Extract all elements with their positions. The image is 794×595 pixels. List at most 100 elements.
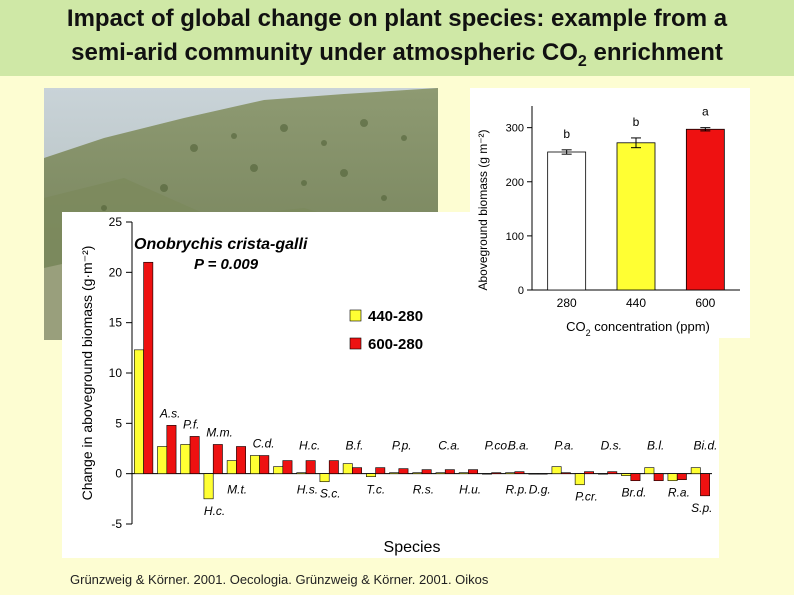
x-tick-label: 280 [557,296,577,310]
title-line-2-text: semi-arid community under atmospheric CO [71,39,578,66]
legend-swatch-600-280 [349,337,362,350]
y-tick-label: 0 [518,285,524,297]
bar-440-280-3 [203,473,214,500]
bar-600-280-0 [143,261,154,474]
bar-440-280-1 [157,446,168,474]
bar-600-280-15 [491,472,502,474]
y-tick-label: -5 [111,517,122,531]
y-tick-label: 25 [109,215,123,229]
bar-600-280-19 [584,471,594,474]
bar-440-280-21 [621,473,632,476]
bar-440-280-24 [690,467,701,474]
bar-600-280-14 [468,469,478,474]
title-line-2-suffix: enrichment [586,39,723,66]
bar-600-280-4 [236,446,246,474]
bar-600-280-22 [653,473,664,482]
bar-440-280-23 [667,473,678,482]
bar-600-280-2 [189,436,200,474]
y-axis-label: Change in aboveground biomass (g·m⁻²) [79,246,95,501]
bar-440-280-20 [598,473,608,475]
species-label: R.p. [506,483,528,497]
bar-600-280-9 [352,467,362,474]
bar-600-280-17 [537,473,548,475]
bar-440-280-0 [134,349,144,474]
bar-440-280-2 [180,444,191,474]
bar-600-280-18 [560,472,571,474]
species-label: S.p. [691,501,712,515]
species-label: C.d. [253,437,275,451]
species-label: H.s. [297,483,318,497]
species-label: P.f. [183,417,199,431]
bar-600-280-6 [282,460,293,474]
species-label: S.c. [320,487,341,501]
citation: Grünzweig & Körner. 2001. Oecologia. Grü… [70,572,489,587]
bar-600-280-10 [375,467,386,474]
bar-600-280-20 [607,471,618,474]
species-label: D.g. [529,483,551,497]
bar-600-280-12 [421,469,432,474]
bar-600-280-8 [328,460,339,474]
species-label: A.s. [159,406,181,420]
species-label: P.p. [392,439,412,453]
bar-440-280-6 [273,466,284,474]
legend-swatch-440-280 [349,309,362,322]
bar-600 [685,128,725,291]
bar-600-280-24 [700,473,710,497]
co2-biomass-chart: 0 100 200 300 b 280 b 440 a 600 CO2 concentration … [470,88,750,338]
species-label: P.co. [485,439,511,453]
significance-letter: b [633,115,640,129]
bar-440-280-10 [366,473,376,477]
species-label: B.l. [647,439,664,453]
species-label: T.c. [366,483,385,497]
bar-440-280-7 [296,472,307,474]
species-label: B.a. [508,439,529,453]
bar-600-280-5 [259,455,270,474]
bar-440-280-18 [551,466,562,474]
bar-440-280-12 [412,472,423,474]
species-label: B.f. [345,439,363,453]
bar-440-280-9 [342,463,353,474]
bar-600-280-21 [630,473,641,482]
bar-600-280-11 [398,468,409,474]
bar-440-280-15 [482,473,492,475]
bar-440-280-19 [574,473,585,486]
species-label: H.c. [299,439,320,453]
bar-440-280-16 [505,472,516,474]
species-label: P.a. [554,439,574,453]
species-label: C.a. [438,439,460,453]
y-tick-label: 300 [506,123,524,135]
bar-440-280-5 [250,455,260,474]
legend-label-440-280: 440-280 [368,308,423,325]
species-label: H.u. [459,483,481,497]
y-tick-label: 200 [506,177,524,189]
species-label: M.t. [227,483,247,497]
bar-600-280-1 [166,425,177,474]
bar-440-280-17 [528,473,539,475]
y-tick-label: 10 [109,366,123,380]
species-label: H.c. [204,504,225,518]
bar-440-280-4 [226,460,237,474]
title-line-2: semi-arid community under atmospheric CO… [0,36,794,79]
y-tick-label: 20 [109,265,123,279]
x-axis-label: Species [384,539,441,556]
bar-600-280-23 [676,473,687,481]
bar-440-280-22 [644,467,655,474]
bar-440-280-11 [389,472,400,474]
bar-440 [616,142,656,291]
x-tick-label: 600 [695,296,715,310]
x-axis-label: CO2 concentration (ppm) [566,319,710,338]
bar-440-280-8 [319,473,330,483]
species-label: R.s. [413,483,434,497]
chart-subtitle: P = 0.009 [194,256,259,273]
species-label: Bi.d. [693,439,717,453]
chart-title: Onobrychis crista-galli [134,236,308,253]
bar-280 [547,151,587,291]
bar-600-280-3 [212,444,223,474]
y-tick-label: 15 [109,316,123,330]
y-tick-label: 100 [506,231,524,243]
bar-440-280-14 [458,472,469,474]
bar-600-280-7 [305,460,316,474]
y-axis-label: Aboveground biomass (g m⁻²) [476,129,490,290]
significance-letter: a [702,105,709,119]
title-subscript: 2 [577,52,587,70]
